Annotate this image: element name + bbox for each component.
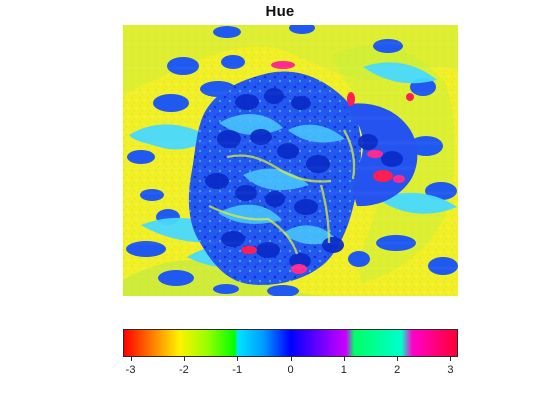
colorbar-tick-label: -1 bbox=[232, 364, 243, 376]
colorbar bbox=[123, 329, 458, 357]
hue-heatmap-svg bbox=[123, 25, 458, 296]
colorbar-tick-label: 3 bbox=[447, 364, 454, 376]
colorbar-svg bbox=[124, 330, 457, 356]
colorbar-tick-mark bbox=[183, 357, 185, 361]
colorbar-tick-mark bbox=[343, 357, 345, 361]
inner-cyan-texture bbox=[218, 114, 345, 245]
colorbar-tick-mark bbox=[130, 357, 132, 361]
colorbar-tick-label: 0 bbox=[287, 364, 294, 376]
magenta-red-spots bbox=[241, 61, 414, 274]
colorbar-tick-label: -2 bbox=[178, 364, 189, 376]
colorbar-tick-label: 1 bbox=[340, 364, 347, 376]
colorbar-tick-mark bbox=[450, 357, 452, 361]
chart-title: Hue bbox=[265, 3, 295, 20]
colorbar-fill bbox=[124, 330, 457, 356]
colorbar-tick-mark bbox=[397, 357, 399, 361]
colorbar-ticks: -3 -2 -1 0 1 2 3 bbox=[123, 357, 458, 381]
hue-image-plot bbox=[123, 25, 458, 296]
outer-cells bbox=[126, 25, 458, 296]
colorbar-tick-mark bbox=[237, 357, 239, 361]
colorbar-tick-mark bbox=[290, 357, 292, 361]
internal-boundaries bbox=[208, 129, 356, 255]
speckle-overlay bbox=[123, 42, 458, 269]
colorbar-tick-label: 2 bbox=[394, 364, 401, 376]
colorbar-tick-label: -3 bbox=[125, 364, 136, 376]
